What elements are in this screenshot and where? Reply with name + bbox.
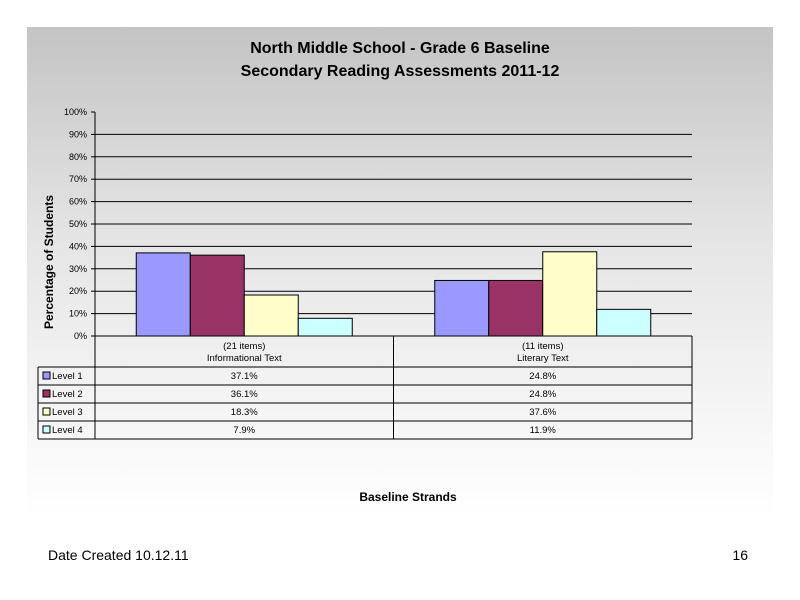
chart-subtitle: Secondary Reading Assessments 2011-12 bbox=[241, 63, 560, 80]
bar bbox=[434, 279, 490, 337]
data-label: 36.1% bbox=[231, 389, 258, 400]
legend-swatch bbox=[42, 407, 51, 416]
bar bbox=[542, 251, 598, 337]
category-name-label: Informational Text bbox=[207, 353, 282, 364]
legend-label: Level 4 bbox=[52, 425, 83, 436]
bar bbox=[596, 308, 652, 337]
chart-title: North Middle School - Grade 6 Baseline bbox=[250, 40, 550, 57]
y-tick-label: 60% bbox=[69, 197, 87, 207]
category-name-label: Literary Text bbox=[517, 353, 569, 364]
data-label: 24.8% bbox=[529, 389, 556, 400]
data-label: 18.3% bbox=[231, 407, 258, 418]
legend-swatch bbox=[42, 425, 51, 434]
y-tick-label: 20% bbox=[69, 286, 87, 296]
y-tick-label: 100% bbox=[64, 107, 87, 117]
x-axis-label: Baseline Strands bbox=[359, 490, 457, 504]
y-tick-label: 90% bbox=[69, 129, 87, 139]
bar bbox=[189, 254, 245, 337]
bar bbox=[297, 317, 353, 337]
data-label: 24.8% bbox=[529, 371, 556, 382]
legend-label: Level 2 bbox=[52, 389, 83, 400]
category-count-label: (11 items) bbox=[522, 341, 564, 352]
data-label: 11.9% bbox=[530, 425, 557, 436]
y-tick-label: 30% bbox=[69, 264, 87, 274]
legend-swatch bbox=[42, 389, 51, 398]
y-tick-label: 40% bbox=[69, 241, 87, 251]
y-tick-label: 70% bbox=[69, 174, 87, 184]
legend-label: Level 3 bbox=[52, 407, 83, 418]
bar bbox=[135, 252, 191, 337]
data-label: 37.6% bbox=[529, 407, 556, 418]
bar bbox=[243, 294, 299, 337]
y-tick-label: 10% bbox=[69, 309, 87, 319]
data-label: 37.1% bbox=[231, 371, 258, 382]
legend-label: Level 1 bbox=[52, 371, 83, 382]
page-number: 16 bbox=[732, 547, 748, 563]
y-tick-label: 0% bbox=[74, 331, 87, 341]
date-created-label: Date Created 10.12.11 bbox=[48, 547, 189, 563]
y-tick-label: 80% bbox=[69, 152, 87, 162]
y-tick-label: 50% bbox=[69, 219, 87, 229]
y-axis-label: Percentage of Students bbox=[42, 195, 56, 329]
legend-swatch bbox=[42, 371, 51, 380]
category-count-label: (21 items) bbox=[223, 341, 265, 352]
data-label: 7.9% bbox=[233, 425, 255, 436]
bar bbox=[488, 279, 544, 337]
